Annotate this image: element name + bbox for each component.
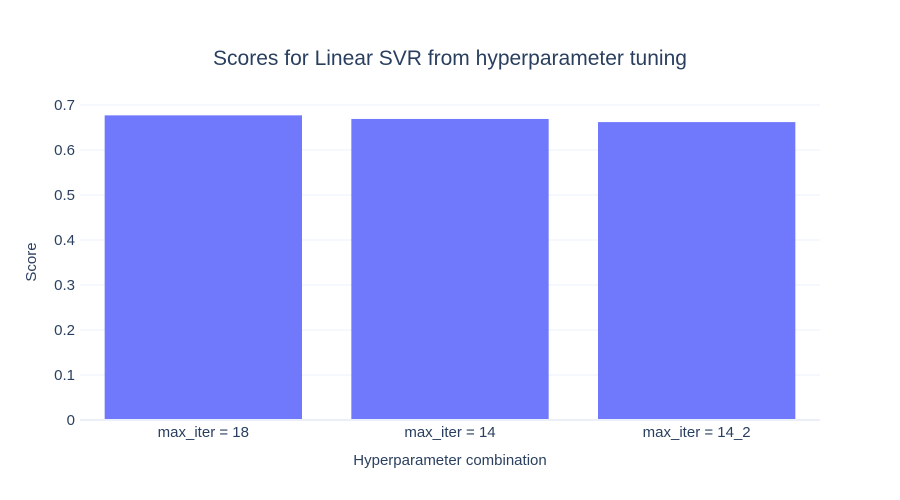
x-axis-label: Hyperparameter combination [353, 452, 546, 469]
y-tick-label: 0.4 [54, 232, 75, 249]
y-tick-labels: 0 0.1 0.2 0.3 0.4 0.5 0.6 0.7 [54, 97, 75, 429]
chart-title: Scores for Linear SVR from hyperparamete… [213, 47, 687, 70]
y-tick-label: 0.6 [54, 142, 75, 159]
x-tick-labels: max_iter = 18 max_iter = 14 max_iter = 14_… [158, 424, 751, 441]
y-tick-label: 0.7 [54, 97, 75, 114]
y-tick-label: 0.1 [54, 367, 75, 384]
bars [80, 115, 820, 421]
y-tick-label: 0 [67, 412, 75, 429]
y-axis-label: Score [23, 242, 40, 281]
bar[interactable] [351, 118, 549, 420]
x-tick-label: max_iter = 18 [158, 424, 249, 441]
y-tick-label: 0.5 [54, 187, 75, 204]
y-tick-label: 0.3 [54, 277, 75, 294]
bar[interactable] [598, 122, 796, 420]
y-tick-label: 0.2 [54, 322, 75, 339]
bar[interactable] [104, 115, 303, 420]
x-tick-label: max_iter = 14_2 [643, 424, 751, 441]
x-tick-label: max_iter = 14 [404, 424, 495, 441]
